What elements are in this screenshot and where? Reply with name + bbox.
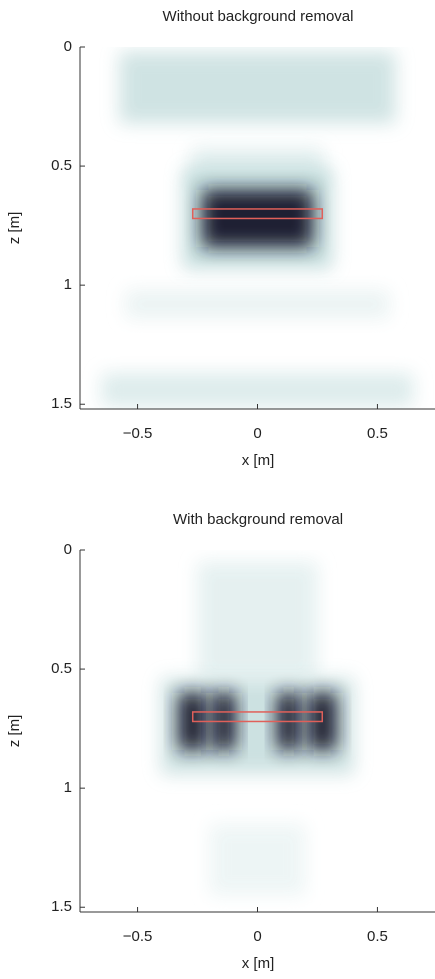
- y-tick-label: 0: [64, 541, 72, 558]
- y-tick-label: 0.5: [51, 157, 72, 174]
- intensity-blob: [209, 823, 306, 896]
- panel: With background removal −0.5 0 0.5 0 0.5 1 1.5 x…: [6, 511, 435, 972]
- x-tick-label: 0.5: [367, 425, 388, 442]
- target-outline: [191, 711, 324, 723]
- x-axis-label: x [m]: [242, 955, 275, 972]
- y-tick-label: 0: [64, 38, 72, 55]
- x-tick-label: 0: [253, 425, 261, 442]
- target-outline: [191, 208, 324, 220]
- heatmap: [161, 561, 354, 896]
- y-tick-label: 0.5: [51, 660, 72, 677]
- intensity-blob: [119, 51, 396, 124]
- intensity-blob: [101, 373, 414, 407]
- y-tick-label: 1: [64, 779, 72, 796]
- chart-title: Without background removal: [163, 8, 354, 25]
- x-tick-label: −0.5: [123, 425, 153, 442]
- x-tick-label: 0.5: [367, 928, 388, 945]
- y-tick-label: 1.5: [51, 395, 72, 412]
- y-axis-label: z [m]: [6, 715, 23, 748]
- panel: Without background removal −0.5 0 0.5 0 0.5 1 1…: [6, 8, 435, 469]
- y-tick-label: 1.5: [51, 898, 72, 915]
- x-tick-label: 0: [253, 928, 261, 945]
- chart-title: With background removal: [173, 511, 343, 528]
- y-tick-label: 1: [64, 276, 72, 293]
- heatmap: [101, 51, 414, 407]
- x-axis-label: x [m]: [242, 452, 275, 469]
- intensity-blob: [197, 561, 318, 681]
- intensity-blob: [125, 289, 390, 319]
- x-tick-label: −0.5: [123, 928, 153, 945]
- y-axis-label: z [m]: [6, 212, 23, 245]
